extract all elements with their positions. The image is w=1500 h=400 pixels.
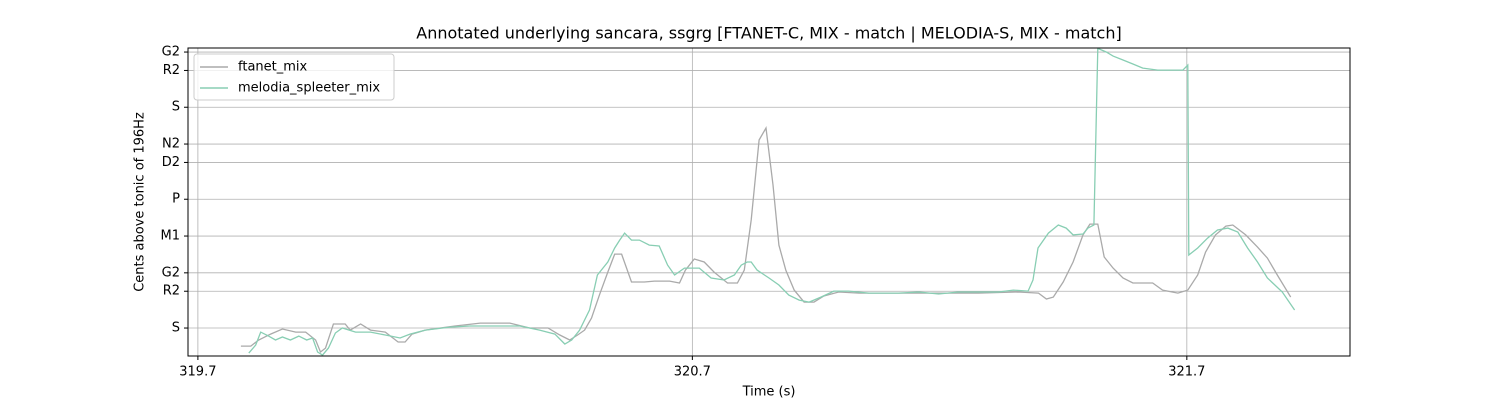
plot-frame bbox=[187, 47, 1351, 357]
x-tick-label: 321.7 bbox=[1168, 365, 1205, 380]
y-tick-label: M1 bbox=[161, 229, 181, 244]
line bbox=[248, 48, 1296, 356]
x-tick-label: 319.7 bbox=[179, 365, 216, 380]
y-tick-label: R2 bbox=[163, 284, 180, 299]
y-tick-label: D2 bbox=[162, 155, 180, 170]
y-tick-label: G2 bbox=[162, 45, 180, 60]
x-axis-label: Time (s) bbox=[742, 385, 796, 400]
y-tick-label: S bbox=[172, 321, 180, 336]
y-tick-label: G2 bbox=[162, 265, 180, 280]
y-tick-label: N2 bbox=[162, 137, 180, 152]
y-tick-label: R2 bbox=[163, 63, 180, 78]
legend-box bbox=[193, 53, 395, 101]
y-axis-label: Cents above tonic of 196Hz bbox=[133, 112, 148, 292]
y-tick-label: P bbox=[172, 192, 180, 207]
line bbox=[240, 125, 1292, 354]
y-tick-label: S bbox=[172, 100, 180, 115]
x-tick-label: 320.7 bbox=[674, 365, 711, 380]
legend-label: melodia_spleeter_mix bbox=[238, 81, 380, 96]
legend-label: ftanet_mix bbox=[238, 60, 308, 75]
chart-title: Annotated underlying sancara, ssgrg [FTA… bbox=[416, 24, 1121, 43]
